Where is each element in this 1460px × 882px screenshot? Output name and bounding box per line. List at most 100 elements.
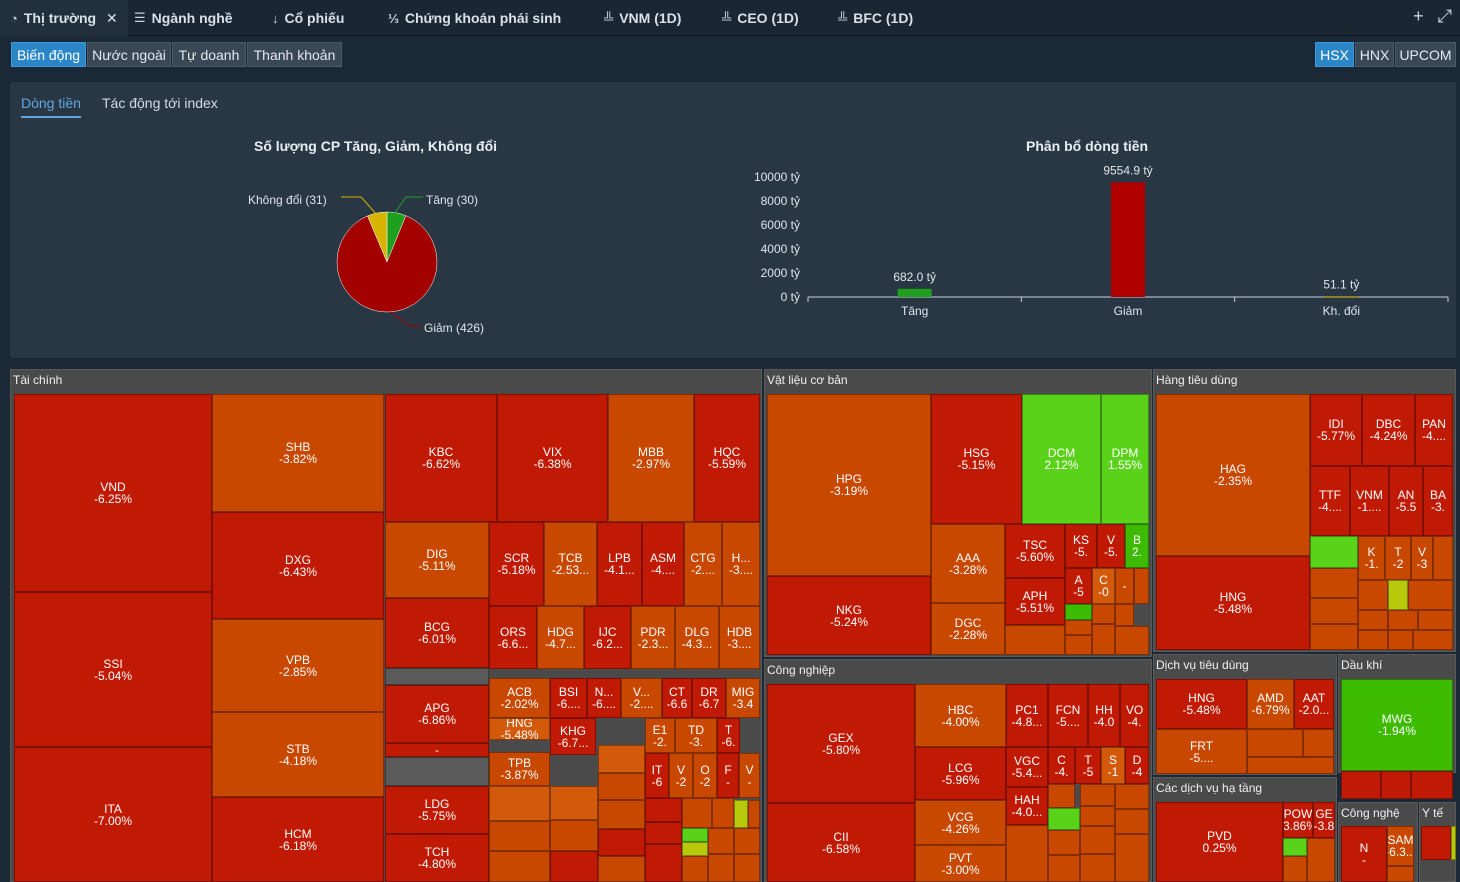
stock-tile[interactable]: HCM -6.18% [212,797,384,882]
stock-tile[interactable]: VCG -4.26% [915,800,1006,845]
stock-tile[interactable]: KS -5. [1065,524,1097,568]
stock-tile[interactable]: MIG -3.4 [726,678,760,718]
stock-tile[interactable]: V... -2.... [621,678,662,718]
hnx-button[interactable]: HNX [1355,42,1394,67]
stock-tile[interactable]: CT -6.6 [662,678,692,718]
stock-tile[interactable]: TTF -4.... [1310,466,1350,536]
stock-tile[interactable]: HNG -5.48% [1156,679,1247,729]
stock-tile[interactable]: TSC -5.60% [1005,524,1065,578]
stock-tile[interactable]: DPM 1.55% [1101,394,1149,524]
stock-tile[interactable]: V- [739,753,760,798]
stock-tile[interactable]: TCB -2.53... [544,522,597,606]
stock-tile[interactable] [1080,806,1115,826]
stock-tile[interactable] [645,844,682,882]
stock-tile[interactable]: MBB -2.97% [608,394,694,522]
tu-doanh-button[interactable]: Tự doanh [172,42,246,67]
stock-tile[interactable]: F- [717,753,739,798]
stock-tile[interactable] [1283,856,1307,882]
stock-tile[interactable] [1048,855,1080,882]
stock-tile[interactable] [1310,568,1358,598]
stock-tile[interactable]: HPG -3.19% [767,394,931,576]
stock-tile[interactable]: APH -5.51% [1005,578,1065,625]
stock-tile[interactable]: PVD 0.25% [1156,802,1283,882]
stock-tile[interactable]: DGC -2.28% [931,603,1005,655]
stock-tile[interactable] [1065,620,1092,635]
stock-tile[interactable]: KBC -6.62% [385,394,497,522]
stock-tile[interactable]: B 2. [1125,524,1149,568]
stock-tile[interactable]: PDR -2.3... [631,606,675,669]
thanh-khoan-button[interactable]: Thanh khoản [247,42,342,67]
stock-tile[interactable]: HSG -5.15% [931,394,1022,524]
stock-tile[interactable] [1411,771,1453,799]
stock-tile[interactable]: IJC -6.2... [584,606,631,669]
pie-slice-không-đổi[interactable] [367,211,388,263]
stock-tile[interactable] [682,842,708,856]
stock-tile[interactable] [1381,771,1411,799]
stock-tile[interactable] [1048,830,1080,855]
stock-tile[interactable] [1433,536,1453,580]
stock-tile[interactable] [1080,826,1115,854]
stock-tile[interactable] [1451,826,1456,860]
stock-tile[interactable]: GE -3.8 [1313,802,1335,838]
stock-tile[interactable]: ORS -6.6... [489,606,537,669]
stock-tile[interactable] [682,828,708,842]
stock-tile[interactable] [385,668,489,685]
stock-tile[interactable] [1080,784,1115,806]
tab-chung-khoan-phai-sinh[interactable]: ⅓ Chứng khoán phái sinh [388,0,561,36]
stock-tile[interactable] [1115,604,1134,626]
stock-tile[interactable]: HAG -2.35% [1156,394,1310,556]
stock-tile[interactable] [1080,854,1115,882]
stock-tile[interactable] [1413,630,1453,650]
stock-tile[interactable] [1247,729,1303,757]
stock-tile[interactable]: GEX -5.80% [767,684,915,803]
tab-bfc[interactable]: ╩ BFC (1D) [838,0,913,36]
stock-tile[interactable] [489,851,550,882]
stock-tile[interactable]: SCR -5.18% [489,522,544,606]
tab-dong-tien[interactable]: Dòng tiền [21,95,81,118]
upcom-button[interactable]: UPCOM [1395,42,1456,67]
stock-tile[interactable]: - [385,743,489,757]
stock-tile[interactable] [1388,610,1418,630]
close-icon[interactable]: ✕ [106,9,118,26]
stock-tile[interactable] [1358,630,1388,650]
stock-tile[interactable] [748,800,760,828]
stock-tile[interactable] [598,856,645,882]
stock-tile[interactable]: D -4 [1125,747,1149,784]
stock-tile[interactable]: V -5. [1097,524,1125,568]
stock-tile[interactable]: DBC -4.24% [1362,394,1415,466]
stock-tile[interactable]: V -3 [1411,536,1433,580]
bar-tăng[interactable] [897,288,932,297]
stock-tile[interactable] [1005,625,1065,655]
tab-nganh-nghe[interactable]: ☰ Ngành nghề [134,0,233,36]
stock-tile[interactable] [598,745,645,773]
stock-tile[interactable] [550,820,598,851]
pie-slice-giảm[interactable] [336,215,438,313]
stock-tile[interactable] [1247,757,1334,774]
stock-tile[interactable] [1065,635,1092,655]
stock-tile[interactable]: BCG -6.01% [385,598,489,668]
stock-tile[interactable]: SHB -3.82% [212,394,384,512]
stock-tile[interactable]: HDG -4.7... [537,606,584,669]
stock-tile[interactable]: V -2 [669,753,693,798]
stock-tile[interactable]: AMD -6.79% [1247,679,1294,729]
stock-tile[interactable]: H... -3.... [722,522,760,606]
stock-tile[interactable]: LDG -5.75% [385,786,489,834]
stock-tile[interactable] [708,854,734,882]
stock-tile[interactable] [1310,624,1358,650]
stock-tile[interactable]: T -5 [1075,747,1101,784]
stock-tile[interactable] [682,856,708,882]
stock-tile[interactable]: HAH -4.0... [1006,787,1048,825]
stock-tile[interactable]: POW-3.86% [1283,802,1313,838]
stock-tile[interactable] [1388,580,1408,610]
stock-tile[interactable] [1408,580,1453,610]
stock-tile[interactable]: CTG -2.... [684,522,722,606]
stock-tile[interactable]: PAN -4.... [1415,394,1453,466]
nuoc-ngoai-button[interactable]: Nước ngoài [87,42,171,67]
stock-tile[interactable]: AAA -3.28% [931,524,1005,603]
stock-tile[interactable] [645,798,682,822]
stock-tile[interactable] [1115,784,1149,809]
stock-tile[interactable] [1421,826,1451,860]
stock-tile[interactable]: IDI -5.77% [1310,394,1362,466]
stock-tile[interactable]: IT -6 [645,753,669,798]
stock-tile[interactable] [1358,580,1388,610]
